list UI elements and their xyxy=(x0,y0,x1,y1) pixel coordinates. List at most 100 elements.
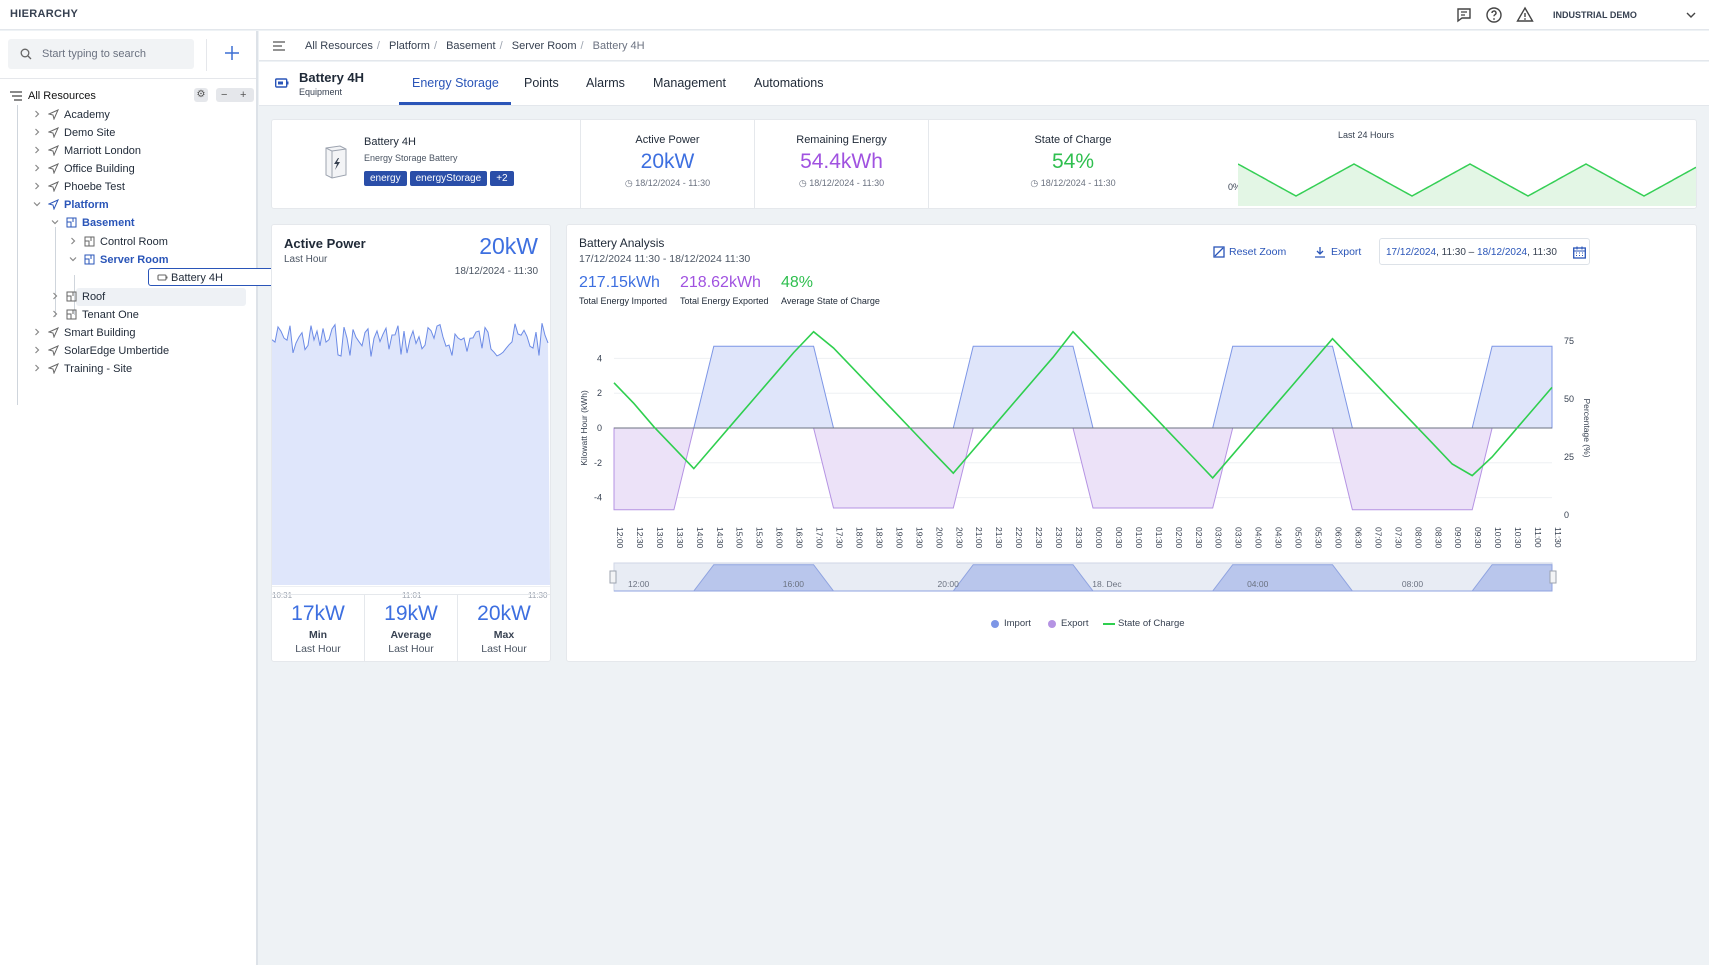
x-tick-label: 07:00 xyxy=(1373,527,1383,549)
tree-item-label: Academy xyxy=(64,109,110,121)
tab-alarms[interactable]: Alarms xyxy=(586,76,625,90)
tree-item-label: Battery 4H xyxy=(171,272,223,284)
y-tick-label-right: 75 xyxy=(1564,336,1574,346)
x-tick-label: 03:00 xyxy=(1214,527,1224,549)
chevron-right-icon[interactable] xyxy=(32,145,42,155)
y-tick-label: -2 xyxy=(594,458,602,468)
tree-item[interactable]: Phoebe Test xyxy=(28,178,246,196)
x-tick-label: 08:00 xyxy=(1413,527,1423,549)
alert-icon[interactable] xyxy=(1516,6,1534,24)
chevron-right-icon[interactable] xyxy=(32,163,42,173)
chevron-right-icon[interactable] xyxy=(50,309,60,319)
tab-automations[interactable]: Automations xyxy=(754,76,824,90)
search-input[interactable]: Start typing to search xyxy=(8,39,194,69)
device-name: Battery 4H xyxy=(364,136,416,148)
x-tick-label: 12:00 xyxy=(615,527,625,549)
legend-item-export[interactable]: Export xyxy=(1061,618,1089,629)
x-tick-label: 02:30 xyxy=(1194,527,1204,549)
summary-card: Battery 4H Energy Storage Battery energy… xyxy=(271,119,1697,209)
tag[interactable]: energyStorage xyxy=(409,171,488,186)
breadcrumb-item[interactable]: All Resources xyxy=(305,40,373,52)
chevron-down-icon[interactable] xyxy=(68,254,78,264)
chevron-right-icon[interactable] xyxy=(32,109,42,119)
tree-item[interactable]: SolarEdge Umbertide xyxy=(28,342,246,360)
breadcrumb-item[interactable]: Basement xyxy=(446,40,496,52)
organization-name[interactable]: INDUSTRIAL DEMO xyxy=(1553,10,1637,20)
date-range-picker[interactable]: 17/12/2024, 11:30 – 18/12/2024, 11:30 xyxy=(1379,238,1590,265)
sparkline-area xyxy=(1238,164,1696,206)
navigation-icon xyxy=(48,163,59,174)
card-date-range: 17/12/2024 11:30 - 18/12/2024 11:30 xyxy=(579,253,751,265)
gear-icon[interactable]: ⚙ xyxy=(194,88,208,102)
chevron-down-icon[interactable] xyxy=(50,217,60,227)
tree-item[interactable]: Platform xyxy=(28,196,246,214)
date-from-time: , 11:30 xyxy=(1436,247,1466,258)
battery-device-icon xyxy=(325,145,347,179)
tag-more[interactable]: +2 xyxy=(490,171,514,186)
tree-item-label: Smart Building xyxy=(64,327,136,339)
tree-item[interactable]: Office Building xyxy=(28,160,246,178)
help-icon[interactable] xyxy=(1485,6,1503,24)
chevron-right-icon[interactable] xyxy=(32,345,42,355)
legend-swatch xyxy=(1103,623,1115,625)
kpi-label: State of Charge xyxy=(1034,134,1112,146)
tag[interactable]: energy xyxy=(364,171,407,186)
battery-analysis-card: Battery Analysis 17/12/2024 11:30 - 18/1… xyxy=(566,224,1697,662)
chevron-right-icon[interactable] xyxy=(68,236,78,246)
chevron-right-icon[interactable] xyxy=(32,327,42,337)
x-tick-label: 17:00 xyxy=(815,527,825,549)
tab-points[interactable]: Points xyxy=(524,76,559,90)
chat-icon[interactable] xyxy=(1455,6,1473,24)
tree-item[interactable]: Training - Site xyxy=(28,360,246,378)
tree-item[interactable]: Marriott London xyxy=(28,142,246,160)
clock-icon: ◷ xyxy=(624,178,636,188)
add-resource-button[interactable] xyxy=(222,43,242,63)
tree-root[interactable]: All Resources ⚙ − + xyxy=(10,88,254,104)
x-tick-label: 21:00 xyxy=(974,527,984,549)
chart-legend: Import Export State of Charge xyxy=(567,618,1696,632)
tree-item[interactable]: Smart Building xyxy=(28,324,246,342)
chevron-right-icon[interactable] xyxy=(32,181,42,191)
navigator-handle-right[interactable] xyxy=(1549,570,1557,584)
tree-item[interactable]: Server Room xyxy=(64,251,246,269)
navigator-handle-left[interactable] xyxy=(609,570,617,584)
tree-item[interactable]: Demo Site xyxy=(28,124,246,142)
tree-item[interactable]: Academy xyxy=(28,106,246,124)
battery-analysis-chart[interactable]: 4 2 0 -2 -4 75 50 25 0 Kilowatt Hour (kWh) Percent… xyxy=(567,325,1696,625)
tree-item[interactable]: Tenant One xyxy=(46,306,246,324)
menu-icon[interactable] xyxy=(273,40,285,52)
tree-item[interactable]: Battery 4H xyxy=(148,268,283,286)
collapse-expand-control[interactable]: − + xyxy=(216,88,254,102)
kpi-timestamp: ◷ 18/12/2024 - 11:30 xyxy=(624,178,711,188)
legend-item-import[interactable]: Import xyxy=(1004,618,1031,629)
tree-item[interactable]: Control Room xyxy=(64,233,246,251)
legend-item-state-of-charge[interactable]: State of Charge xyxy=(1118,618,1185,629)
chevron-down-icon[interactable] xyxy=(32,199,42,209)
tree-item[interactable]: Roof xyxy=(53,288,246,306)
chevron-down-icon[interactable] xyxy=(1684,8,1698,22)
tree-item-label: Tenant One xyxy=(82,309,139,321)
tree-item[interactable]: Basement xyxy=(46,214,246,232)
page-title: Battery 4H xyxy=(299,70,365,85)
breadcrumb-item[interactable]: Platform xyxy=(388,40,430,52)
x-tick-label: 10:30 xyxy=(1513,527,1523,549)
minus-icon[interactable]: − xyxy=(221,89,228,101)
chevron-right-icon[interactable] xyxy=(32,363,42,373)
chevron-right-icon[interactable] xyxy=(32,127,42,137)
breadcrumb-item[interactable]: Server Room xyxy=(511,40,577,52)
tab-management[interactable]: Management xyxy=(653,76,726,90)
download-icon xyxy=(1315,247,1325,258)
kpi-value: 20kW xyxy=(640,150,695,173)
tree-item-label: Control Room xyxy=(100,236,168,248)
breadcrumb: All Resources / Platform / Basement / Serve… xyxy=(259,31,1709,61)
tab-energy-storage[interactable]: Energy Storage xyxy=(412,76,499,90)
x-tick-label: 02:00 xyxy=(1174,527,1184,549)
x-tick-label: 04:00 xyxy=(1254,527,1264,549)
calendar-icon[interactable] xyxy=(1573,246,1586,259)
x-tick-label: 20:00 xyxy=(934,527,944,549)
chevron-right-icon[interactable] xyxy=(50,291,60,301)
sidebar: Start typing to search All Resources ⚙ −… xyxy=(0,31,283,965)
plus-icon[interactable]: + xyxy=(240,89,247,101)
x-tick-label: 19:00 xyxy=(894,527,904,549)
x-tick-label: 21:30 xyxy=(994,527,1004,549)
